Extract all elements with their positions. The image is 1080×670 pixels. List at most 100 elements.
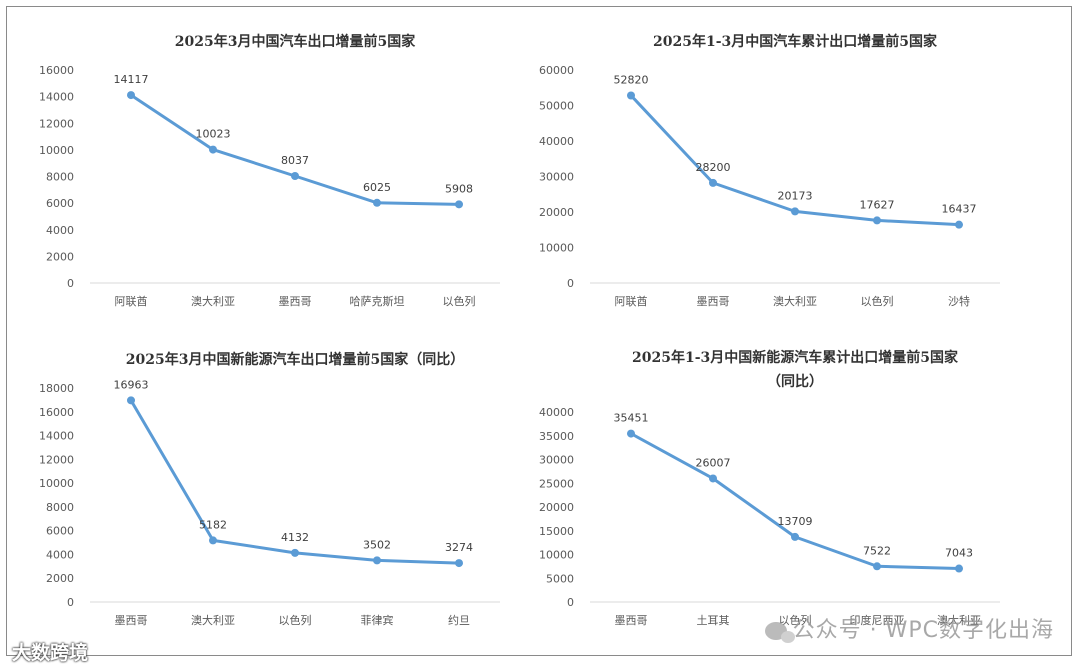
data-label: 16437 <box>942 203 977 216</box>
data-label: 10023 <box>196 128 231 141</box>
y-tick-label: 4000 <box>46 548 74 561</box>
y-tick-label: 16000 <box>39 64 74 77</box>
y-tick-label: 40000 <box>539 406 574 419</box>
chart-3-svg: 2025年3月中国新能源汽车出口增量前5国家（同比） 0 2000 4000 6000 8… <box>39 351 500 627</box>
y-tick-label: 4000 <box>46 224 74 237</box>
data-point <box>955 564 963 573</box>
data-label: 5182 <box>199 518 227 531</box>
y-tick-label: 25000 <box>539 477 574 490</box>
y-tick-label: 30000 <box>539 171 574 184</box>
data-label: 4132 <box>281 531 309 544</box>
x-tick-label: 阿联酋 <box>615 294 648 308</box>
data-point <box>291 548 299 557</box>
y-tick-label: 14000 <box>39 91 74 104</box>
x-tick-label: 墨西哥 <box>615 614 648 627</box>
chart-2-title: 2025年1-3月中国汽车累计出口增量前5国家 <box>653 33 938 50</box>
y-tick-label: 10000 <box>539 242 574 255</box>
data-label: 5908 <box>445 182 473 195</box>
chart-panel-2: 2025年1-3月中国汽车累计出口增量前5国家 0 10000 20000 30000 4… <box>539 22 1030 322</box>
x-tick-label: 约旦 <box>448 614 470 627</box>
data-point <box>455 559 463 568</box>
y-tick-label: 0 <box>567 596 574 609</box>
data-point <box>209 145 217 154</box>
y-tick-label: 10000 <box>39 477 74 490</box>
watermark-wechat: 公众号 · WPC数字化出海 <box>764 612 1054 644</box>
figure-frame <box>6 6 1072 656</box>
data-point <box>291 172 299 181</box>
chart-4-title-line2: （同比） <box>767 373 823 390</box>
x-tick-label: 以色列 <box>861 294 894 308</box>
x-tick-label: 墨西哥 <box>279 295 312 308</box>
y-tick-label: 35000 <box>539 430 574 443</box>
x-tick-label: 沙特 <box>948 294 970 308</box>
data-label: 7522 <box>863 544 891 557</box>
data-label: 28200 <box>696 161 731 174</box>
y-tick-label: 5000 <box>546 572 574 585</box>
chart-4-svg: 2025年1-3月中国新能源汽车累计出口增量前5国家 （同比） 0 5000 10000… <box>539 349 1000 627</box>
series-line <box>629 94 960 227</box>
data-point <box>709 474 717 483</box>
x-tick-label: 以色列 <box>279 613 312 627</box>
data-label: 17627 <box>860 198 895 211</box>
x-tick-label: 以色列 <box>443 294 476 308</box>
data-point <box>873 216 881 225</box>
data-label: 52820 <box>614 73 649 86</box>
data-label: 16963 <box>114 378 149 391</box>
x-tick-label: 以色列 <box>779 613 812 627</box>
data-point <box>627 91 635 100</box>
chart-panel-1: 2025年3月中国汽车出口增量前5国家 0 2000 4000 6000 8000 1000… <box>39 22 530 322</box>
data-label: 26007 <box>696 456 731 469</box>
x-tick-label: 墨西哥 <box>697 295 730 308</box>
data-point <box>709 178 717 187</box>
x-tick-label: 澳大利亚 <box>937 613 981 627</box>
y-tick-label: 30000 <box>539 454 574 467</box>
chart-2-svg: 2025年1-3月中国汽车累计出口增量前5国家 0 10000 20000 30000 4… <box>539 33 1000 308</box>
chart-panel-3: 2025年3月中国新能源汽车出口增量前5国家（同比） 0 2000 4000 6000 8… <box>39 340 530 640</box>
data-label: 35451 <box>614 412 649 425</box>
x-tick-label: 菲律宾 <box>361 613 394 627</box>
data-point <box>955 220 963 229</box>
x-tick-label: 墨西哥 <box>115 614 148 627</box>
y-tick-label: 16000 <box>39 406 74 419</box>
y-tick-label: 8000 <box>46 501 74 514</box>
data-point <box>373 556 381 565</box>
y-tick-label: 18000 <box>39 382 74 395</box>
data-label: 3502 <box>363 538 391 551</box>
watermark-left-text: 大数跨境 <box>12 642 89 664</box>
data-point <box>127 396 135 405</box>
data-label: 8037 <box>281 154 309 167</box>
data-point <box>209 536 217 545</box>
data-point <box>873 562 881 571</box>
chart-3-title: 2025年3月中国新能源汽车出口增量前5国家（同比） <box>126 351 464 368</box>
data-point <box>791 532 799 541</box>
chart-1-title: 2025年3月中国汽车出口增量前5国家 <box>175 33 416 50</box>
data-label: 13709 <box>778 515 813 528</box>
data-label: 14117 <box>114 73 149 86</box>
x-tick-label: 印度尼西亚 <box>850 613 905 627</box>
y-tick-label: 60000 <box>539 64 574 77</box>
data-point <box>455 200 463 209</box>
y-tick-label: 50000 <box>539 100 574 113</box>
y-tick-label: 0 <box>567 277 574 290</box>
data-label: 6025 <box>363 181 391 194</box>
y-tick-label: 40000 <box>539 135 574 148</box>
y-tick-label: 20000 <box>539 206 574 219</box>
chart-4-title: 2025年1-3月中国新能源汽车累计出口增量前5国家 <box>632 349 959 366</box>
wechat-icon <box>764 622 795 643</box>
y-tick-label: 12000 <box>39 117 74 130</box>
y-tick-label: 20000 <box>539 501 574 514</box>
data-label: 3274 <box>445 541 473 554</box>
y-tick-label: 14000 <box>39 430 74 443</box>
data-point <box>127 91 135 100</box>
series-line <box>630 432 960 571</box>
data-label: 20173 <box>778 189 813 202</box>
y-tick-label: 2000 <box>46 572 74 585</box>
y-tick-label: 6000 <box>46 197 74 210</box>
series-line <box>130 93 460 206</box>
x-tick-label: 澳大利亚 <box>191 613 235 627</box>
data-point <box>791 207 799 216</box>
y-tick-label: 8000 <box>46 171 74 184</box>
x-tick-label: 土耳其 <box>697 614 730 627</box>
watermark-logo: 大数跨境 <box>12 638 88 665</box>
y-tick-label: 2000 <box>46 250 74 263</box>
